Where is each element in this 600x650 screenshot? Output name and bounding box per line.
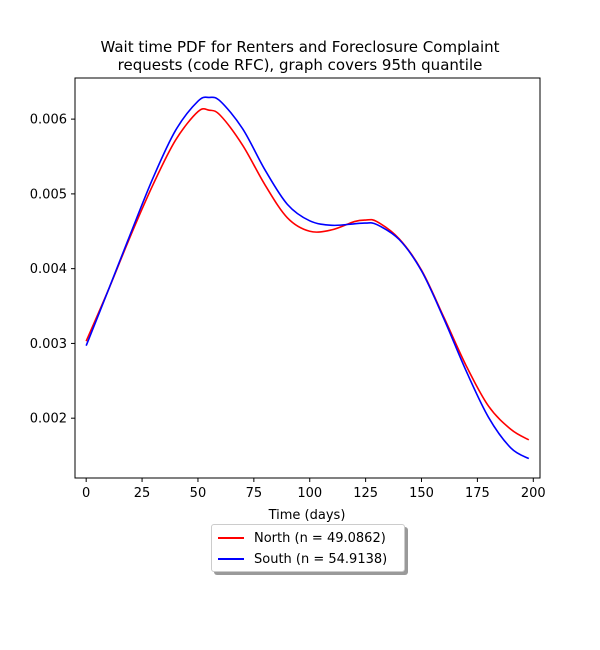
y-tick-label: 0.006 [30, 113, 67, 128]
legend-swatch-south [218, 558, 244, 560]
legend-item-north: North (n = 49.0862) [218, 528, 386, 548]
x-tick-label: 175 [465, 486, 490, 501]
x-tick-label: 125 [353, 486, 378, 501]
legend: North (n = 49.0862) South (n = 54.9138) [211, 524, 405, 572]
x-tick-label: 100 [297, 486, 322, 501]
x-tick-label: 75 [246, 486, 263, 501]
plot-frame [74, 77, 541, 479]
x-tick-label: 200 [521, 486, 546, 501]
series-line-south [85, 96, 530, 460]
legend-label-north: North (n = 49.0862) [254, 530, 386, 546]
legend-swatch-north [218, 537, 244, 539]
x-tick-label: 150 [409, 486, 434, 501]
y-tick-label: 0.004 [30, 262, 67, 277]
legend-item-south: South (n = 54.9138) [218, 549, 387, 569]
legend-label-south: South (n = 54.9138) [254, 551, 388, 567]
y-tick-label: 0.002 [30, 412, 67, 427]
x-tick-label: 0 [82, 486, 90, 501]
y-tick-label: 0.003 [30, 337, 67, 352]
chart-title-line-2: requests (code RFC), graph covers 95th q… [117, 56, 483, 74]
x-tick-label: 25 [134, 486, 151, 501]
x-axis-label: Time (days) [268, 508, 346, 523]
series-line-north [85, 107, 530, 441]
chart-title-line-1: Wait time PDF for Renters and Foreclosur… [100, 38, 500, 56]
x-tick-label: 50 [190, 486, 207, 501]
y-tick-label: 0.005 [30, 187, 67, 202]
